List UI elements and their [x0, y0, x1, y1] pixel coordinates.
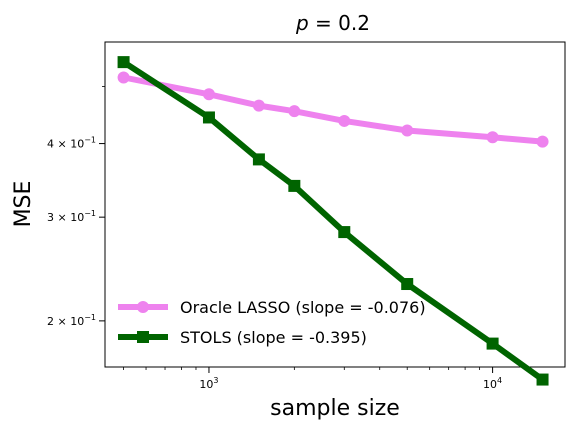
- legend-marker-oracle-lasso: [137, 301, 149, 313]
- data-point-oracle-lasso: [338, 114, 351, 127]
- data-point-oracle-lasso: [252, 99, 265, 112]
- data-point-oracle-lasso: [536, 135, 549, 148]
- x-axis-ticks: 103 104: [123, 367, 502, 391]
- series-line-stols: [121, 59, 545, 382]
- chart-title: p = 0.2: [295, 11, 370, 35]
- legend: Oracle LASSO (slope = -0.076) STOLS (slo…: [118, 298, 426, 347]
- data-point-stols: [117, 56, 130, 69]
- series-layer: [117, 56, 549, 386]
- data-point-oracle-lasso: [288, 105, 301, 118]
- data-point-stols: [536, 373, 549, 386]
- x-tick-label: 103: [199, 376, 218, 391]
- y-axis-ticks: 2 × 10−1 3 × 10−1 4 × 10−1: [47, 86, 105, 328]
- data-point-oracle-lasso: [202, 88, 215, 101]
- data-point-stols: [252, 153, 265, 166]
- data-point-stols: [288, 179, 301, 192]
- data-point-oracle-lasso: [486, 131, 499, 144]
- legend-marker-stols: [137, 331, 149, 343]
- data-point-stols: [202, 111, 215, 124]
- y-tick-label: 3 × 10−1: [47, 209, 96, 224]
- data-point-stols: [338, 226, 351, 239]
- x-tick-label: 104: [483, 376, 502, 391]
- data-point-stols: [401, 278, 414, 291]
- y-axis-label: MSE: [11, 181, 36, 228]
- legend-label-oracle-lasso: Oracle LASSO (slope = -0.076): [180, 298, 426, 317]
- y-tick-label: 4 × 10−1: [47, 136, 96, 151]
- x-axis-label: sample size: [270, 396, 400, 421]
- data-point-oracle-lasso: [401, 124, 414, 137]
- plot-frame: [104, 41, 566, 368]
- y-tick-label: 2 × 10−1: [47, 313, 96, 328]
- data-point-stols: [486, 337, 499, 350]
- data-point-oracle-lasso: [117, 71, 130, 84]
- legend-label-stols: STOLS (slope = -0.395): [180, 328, 367, 347]
- series-line-oracle-lasso: [122, 74, 543, 145]
